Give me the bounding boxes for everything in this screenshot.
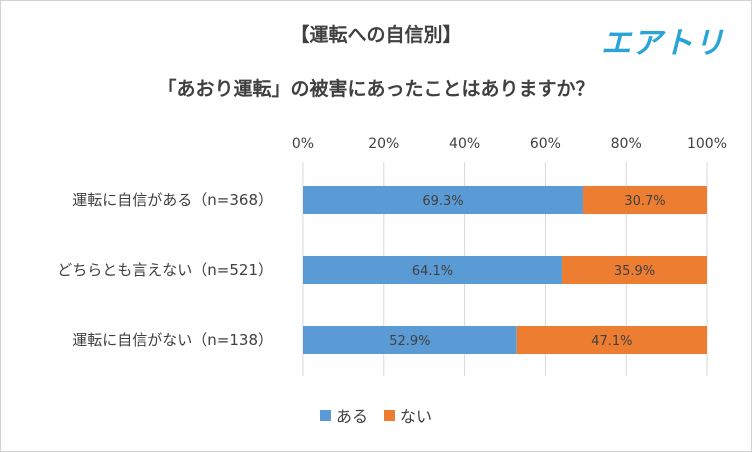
data-label: 35.9% [614, 264, 655, 279]
category-label: どちらとも言えない（n=521） [57, 261, 273, 279]
bar-segment [303, 256, 562, 284]
bar-segment [303, 326, 517, 354]
bar-segment [303, 186, 583, 214]
bar-segment [516, 326, 707, 354]
data-label: 64.1% [412, 264, 453, 279]
legend: ある ない [0, 403, 752, 427]
chart-title: 【運転への自信別】 [290, 24, 462, 46]
legend-item-aru: ある [319, 403, 368, 427]
data-label: 52.9% [389, 334, 430, 349]
legend-label-nai: ない [400, 407, 433, 426]
bar-segment [561, 256, 707, 284]
x-tick-label: 0% [292, 136, 314, 152]
chart-subtitle: 「あおり運転」の被害にあったことはありますか？ [157, 78, 595, 100]
x-tick-label: 40% [449, 136, 480, 152]
x-tick-label: 20% [368, 136, 399, 152]
x-tick-label: 60% [530, 136, 561, 152]
category-label: 運転に自信がない（n=138） [72, 331, 273, 349]
legend-item-nai: ない [384, 403, 432, 427]
legend-label-aru: ある [335, 407, 368, 426]
data-label: 30.7% [624, 194, 665, 209]
legend-swatch-nai [384, 409, 395, 421]
bar-segment [582, 186, 707, 214]
x-tick-label: 80% [611, 136, 642, 152]
category-label: 運転に自信がある（n=368） [72, 191, 273, 209]
data-label: 69.3% [422, 194, 463, 209]
legend-swatch-aru [319, 409, 331, 421]
airtrip-logo: エアトリ [601, 26, 725, 61]
data-label: 47.1% [591, 334, 632, 349]
x-tick-label: 100% [687, 136, 727, 152]
